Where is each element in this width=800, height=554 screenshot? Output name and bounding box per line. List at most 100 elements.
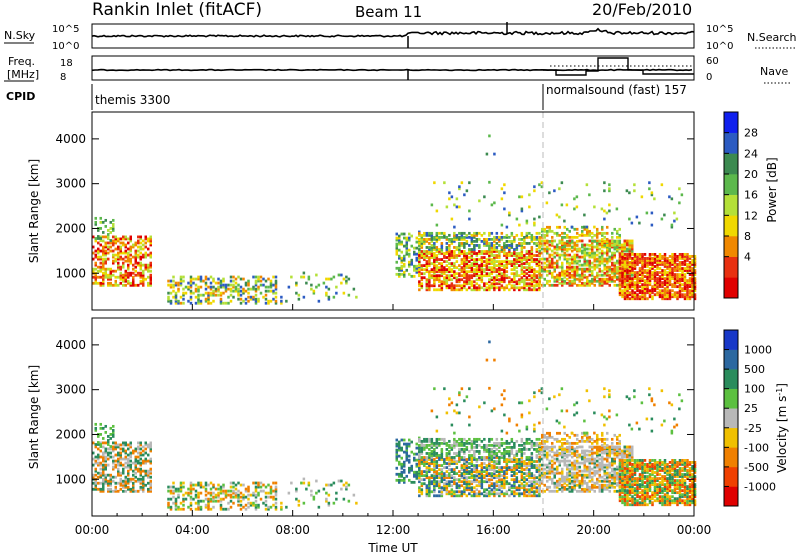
power-echo-cell [528,278,531,282]
power-echo-cell [673,273,677,276]
velocity-echo-cell [443,474,446,478]
velocity-echo-cell [129,459,132,463]
power-echo-cell [398,254,401,258]
power-echo-cell [450,254,454,257]
power-echo-cell [636,271,639,274]
power-echo-cell [658,261,662,264]
power-echo-cell [558,273,561,277]
velocity-echo-cell [305,487,308,491]
power-echo-cell [681,279,684,283]
power-echo-cell [641,285,644,289]
velocity-echo-cell [435,466,439,469]
power-echo-cell [593,255,596,259]
power-echo-cell [600,242,604,245]
velocity-echo-cell [468,482,471,486]
power-echo-cell [678,291,682,295]
velocity-echo-cell [219,485,223,489]
velocity-echo-cell [107,453,110,457]
velocity-echo-cell [194,493,198,497]
power-echo-cell [403,254,406,258]
power-echo-cell [613,271,616,275]
velocity-echo-cell [247,497,250,501]
velocity-echo-cell [525,456,529,459]
power-echo-cell [575,248,579,251]
power-echo-cell [252,285,255,289]
power-echo-cell [683,279,687,283]
power-echo-cell [405,268,409,272]
velocity-echo-cell [478,456,481,459]
power-echo-cell [661,269,664,272]
velocity-echo-cell [468,441,471,445]
velocity-echo-cell [473,486,476,490]
power-echo-cell [345,275,348,279]
power-echo-cell [107,235,110,239]
power-echo-cell [636,279,639,283]
power-colorbar-band [724,174,738,195]
velocity-echo-cell [435,474,439,478]
power-echo-cell [124,271,127,275]
power-echo-cell [646,265,649,268]
power-echo-cell [515,246,519,249]
power-echo-cell [583,273,586,277]
velocity-echo-cell [523,492,526,496]
power-echo-cell [450,256,454,259]
power-echo-cell [112,255,115,259]
velocity-echo-cell [295,497,298,501]
power-echo-cell [405,246,409,250]
power-echo-cell [555,275,559,279]
velocity-echo-cell [530,472,534,476]
power-echo-cell [465,280,469,284]
velocity-echo-cell [520,474,524,478]
power-echo-cell [505,284,509,288]
velocity-echo-cell [122,447,125,451]
power-echo-cell [580,271,584,275]
velocity-echo-cell [410,450,414,454]
power-echo-cell [112,224,115,228]
velocity-echo-cell [137,467,140,471]
power-echo-cell [264,279,268,283]
power-echo-cell [468,181,471,185]
power-echo-cell [538,264,541,267]
velocity-echo-cell [254,505,258,509]
velocity-echo-cell [102,483,105,487]
power-echo-cell [440,244,444,247]
power-echo-cell [438,274,441,278]
velocity-echo-cell [199,505,203,509]
velocity-echo-cell [124,455,127,459]
power-echo-cell [493,258,496,261]
velocity-echo-cell [132,483,135,487]
power-echo-cell [563,281,566,285]
velocity-echo-cell [405,444,409,448]
velocity-echo-cell [418,490,421,494]
power-echo-cell [540,233,544,237]
power-echo-cell [691,277,694,280]
power-echo-cell [508,254,511,257]
power-echo-cell [485,258,489,261]
power-echo-cell [621,279,624,283]
velocity-echo-cell [433,470,436,473]
velocity-echo-cell [455,494,459,498]
power-echo-cell [495,276,499,280]
power-echo-cell [423,268,426,272]
power-echo-cell [631,285,634,289]
power-echo-cell [448,250,451,253]
power-echo-cell [224,285,228,289]
power-echo-cell [621,281,624,285]
velocity-echo-cell [302,501,306,505]
power-echo-cell [626,252,629,256]
power-echo-cell [465,189,469,193]
power-echo-cell [565,244,569,247]
power-echo-cell [508,260,511,263]
power-echo-cell [207,291,210,295]
power-echo-cell [623,265,627,268]
velocity-echo-cell [538,485,541,489]
power-echo-cell [535,250,539,253]
power-echo-cell [127,257,130,261]
power-echo-cell [615,269,619,273]
power-echo-cell [139,263,142,267]
power-echo-cell [520,258,524,261]
power-echo-cell [590,269,594,273]
velocity-echo-cell [264,507,268,511]
velocity-echo-cell [435,484,439,488]
power-echo-cell [618,273,622,276]
